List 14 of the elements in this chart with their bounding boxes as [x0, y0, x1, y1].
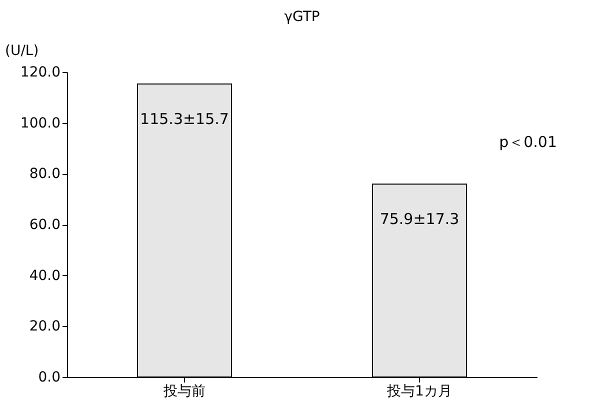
y-axis-title: (U/L)	[5, 43, 39, 59]
y-tick-label: 120.0	[20, 64, 60, 80]
y-tick-label: 60.0	[29, 217, 60, 233]
y-tick-label: 0.0	[38, 370, 60, 386]
x-tick-label: 投与前	[162, 384, 206, 400]
y-tick-label: 100.0	[20, 115, 60, 132]
x-tick-label: 投与1カ月	[386, 384, 452, 400]
y-tick-label: 20.0	[29, 318, 60, 335]
chart-title: γGTP	[284, 9, 320, 25]
y-tick-label: 80.0	[29, 166, 60, 182]
y-tick-label: 40.0	[29, 268, 60, 284]
data-label: 75.9±17.3	[380, 210, 460, 228]
annotation: p＜0.01	[499, 133, 557, 151]
data-label: 115.3±15.7	[140, 110, 229, 128]
